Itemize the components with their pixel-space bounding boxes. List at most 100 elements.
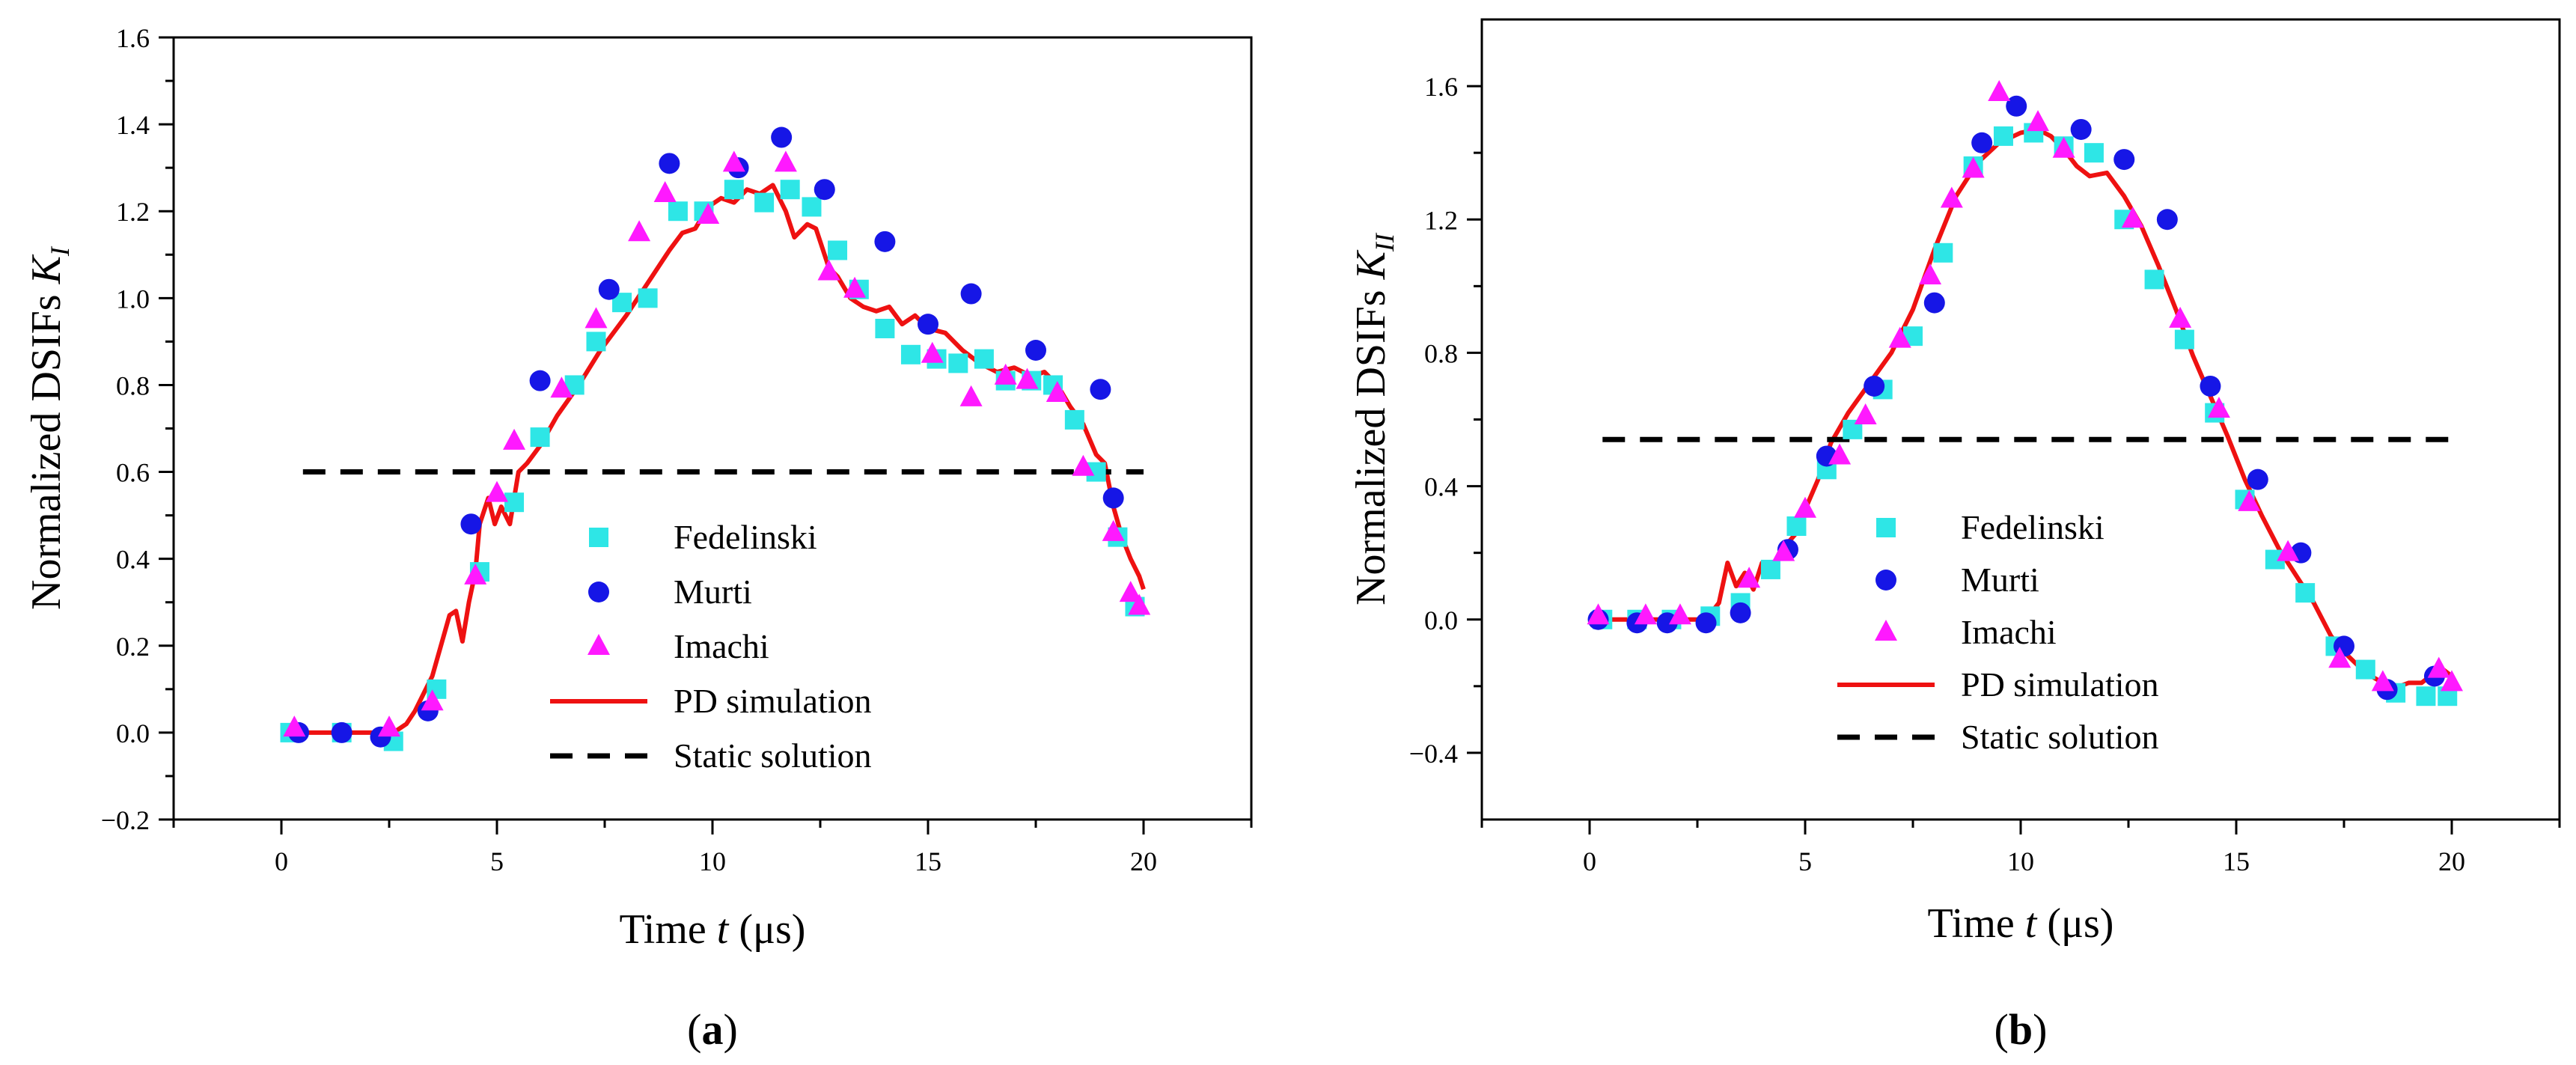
legend-label: PD simulation [1961, 665, 2159, 704]
data-point-murti [814, 179, 835, 201]
data-point-imachi [697, 203, 720, 225]
x-tick-label: 15 [915, 846, 941, 876]
data-point-fedelinski [530, 427, 550, 448]
legend-key-murti [588, 582, 609, 602]
data-point-fedelinski [1760, 559, 1780, 579]
legend-label: Murti [674, 573, 752, 611]
legend-label: Static solution [1961, 718, 2159, 756]
data-point-imachi [2371, 670, 2394, 692]
data-point-imachi [585, 307, 608, 329]
data-point-imachi [486, 480, 508, 502]
data-point-imachi [1940, 186, 1963, 208]
data-point-imachi [1046, 381, 1069, 403]
legend: Fedelinski Murti Imachi PD simulation Static… [550, 518, 872, 775]
y-tick-label: 1.6 [1424, 72, 1458, 102]
data-point-imachi [921, 341, 944, 363]
data-point-murti [460, 513, 482, 535]
x-tick-label: 5 [490, 846, 504, 876]
data-point-fedelinski [2144, 269, 2164, 290]
y-tick-label: 0.6 [116, 458, 150, 488]
data-point-fedelinski [2355, 659, 2375, 680]
x-tick-label: 20 [1130, 846, 1157, 876]
data-point-murti [960, 283, 982, 305]
y-tick-label: −0.4 [1409, 739, 1458, 769]
y-tick-label: 0.4 [116, 545, 150, 575]
data-point-murti [2200, 375, 2221, 397]
panel-label: (b) [1994, 1005, 2048, 1054]
x-tick-label: 5 [1798, 846, 1812, 876]
y-axis-title-part: K [1348, 249, 1394, 280]
x-axis-title-part: t [2025, 900, 2038, 947]
y-axis-title: Normalized DSIFs KI [23, 245, 75, 610]
data-point-murti [2070, 118, 2092, 140]
data-point-imachi [2052, 136, 2075, 158]
data-point-imachi [2328, 647, 2351, 668]
data-point-fedelinski [2416, 686, 2436, 707]
y-tick-label: 0.2 [116, 632, 150, 662]
y-tick-label: 0.0 [116, 718, 150, 748]
y-tick-label: 0.0 [1424, 605, 1458, 635]
legend-label: Imachi [1961, 613, 2057, 651]
data-point-fedelinski [900, 344, 921, 364]
data-point-imachi [2121, 207, 2144, 228]
data-point-imachi [1016, 367, 1039, 389]
series-line-pd-simulation [1590, 126, 2453, 689]
y-axis-title-part: Normalized DSIFs [23, 284, 70, 610]
x-tick-label: 0 [1583, 846, 1596, 876]
legend-key-imachi [587, 634, 610, 655]
data-point-murti [918, 314, 938, 335]
legend-label: Fedelinski [1961, 508, 2105, 546]
data-point-murti [1090, 379, 1111, 400]
y-axis-title-part: II [1370, 232, 1400, 252]
x-axis-title: Time t (μs) [620, 906, 806, 953]
data-point-fedelinski [948, 353, 968, 373]
data-point-fedelinski [875, 318, 895, 338]
legend: Fedelinski Murti Imachi PD simulation Static… [1837, 508, 2159, 756]
data-point-imachi [2169, 306, 2192, 328]
data-point-imachi [722, 150, 745, 172]
data-layer [280, 126, 1151, 751]
y-tick-label: 1.0 [116, 284, 150, 314]
y-tick-label: 0.8 [116, 370, 150, 400]
legend-key-imachi [1875, 620, 1897, 641]
legend-label: Fedelinski [674, 518, 817, 556]
data-point-imachi [550, 376, 573, 398]
data-point-imachi [283, 715, 306, 737]
y-axis-title-part: K [23, 254, 70, 284]
data-point-imachi [503, 428, 526, 450]
data-point-fedelinski [2084, 143, 2104, 163]
data-point-fedelinski [2174, 329, 2194, 350]
panel-a: 0 5 10 15 20 −0.2 0.0 0.2 0.4 0.6 0.8 1.0 1.2 1.4 1.6 F… [23, 23, 1253, 1054]
legend-label: PD simulation [674, 682, 872, 720]
data-point-murti [2006, 95, 2027, 117]
data-point-imachi [421, 689, 444, 711]
data-point-imachi [2238, 489, 2261, 511]
data-point-imachi [2277, 540, 2300, 561]
y-tick-label: 1.6 [116, 23, 150, 53]
data-point-imachi [1919, 263, 1942, 284]
data-point-imachi [1634, 603, 1657, 625]
data-point-murti [2113, 149, 2135, 171]
legend-key-murti [1875, 570, 1896, 591]
data-point-imachi [464, 563, 487, 585]
data-point-fedelinski [504, 492, 525, 513]
y-axis-title-part: I [45, 245, 75, 257]
data-point-imachi [774, 150, 797, 172]
data-point-imachi [1854, 403, 1877, 425]
data-point-murti [1656, 612, 1678, 634]
data-point-murti [598, 278, 620, 300]
data-point-fedelinski [828, 240, 848, 260]
legend-label: Static solution [674, 736, 872, 775]
data-point-murti [1923, 292, 1945, 314]
data-point-fedelinski [780, 180, 800, 200]
data-point-imachi [1794, 496, 1816, 518]
legend-key-fedelinski [589, 528, 608, 547]
x-axis-title-part: (μs) [2036, 900, 2113, 947]
data-point-murti [1025, 340, 1046, 361]
x-axis-title: Time t (μs) [1928, 900, 2114, 947]
y-tick-label: 0.4 [1424, 472, 1458, 502]
legend-label: Murti [1961, 561, 2039, 599]
data-point-imachi [843, 276, 867, 298]
data-point-fedelinski [638, 288, 658, 308]
